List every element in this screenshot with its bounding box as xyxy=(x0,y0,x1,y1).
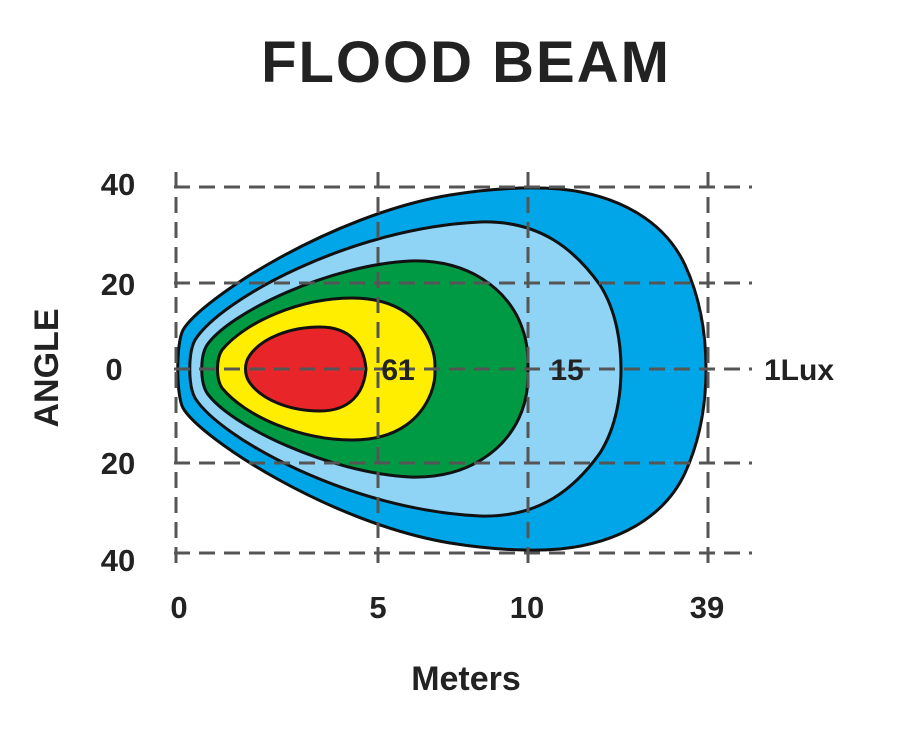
y-tick-label: 40 xyxy=(101,543,135,578)
zone-label-61: 61 xyxy=(381,354,414,387)
y-tick-label: 20 xyxy=(101,267,135,302)
zone-label-15: 15 xyxy=(550,354,583,387)
y-axis-label: ANGLE xyxy=(28,309,66,428)
x-tick-label: 10 xyxy=(510,590,544,625)
x-tick-label: 39 xyxy=(690,590,724,625)
x-tick-label: 0 xyxy=(170,590,187,625)
zone-label-1lux: 1Lux xyxy=(764,354,834,387)
chart-title: FLOOD BEAM xyxy=(261,30,671,95)
y-tick-label: 40 xyxy=(101,167,135,202)
x-tick-label: 5 xyxy=(369,590,386,625)
y-tick-label: 20 xyxy=(101,446,135,481)
y-tick-label: 0 xyxy=(105,352,122,387)
y-tick-labels: 40 20 0 20 40 xyxy=(101,167,135,578)
x-axis-label: Meters xyxy=(411,660,521,698)
x-tick-labels: 0 5 10 39 xyxy=(170,590,724,625)
grid xyxy=(174,172,752,568)
